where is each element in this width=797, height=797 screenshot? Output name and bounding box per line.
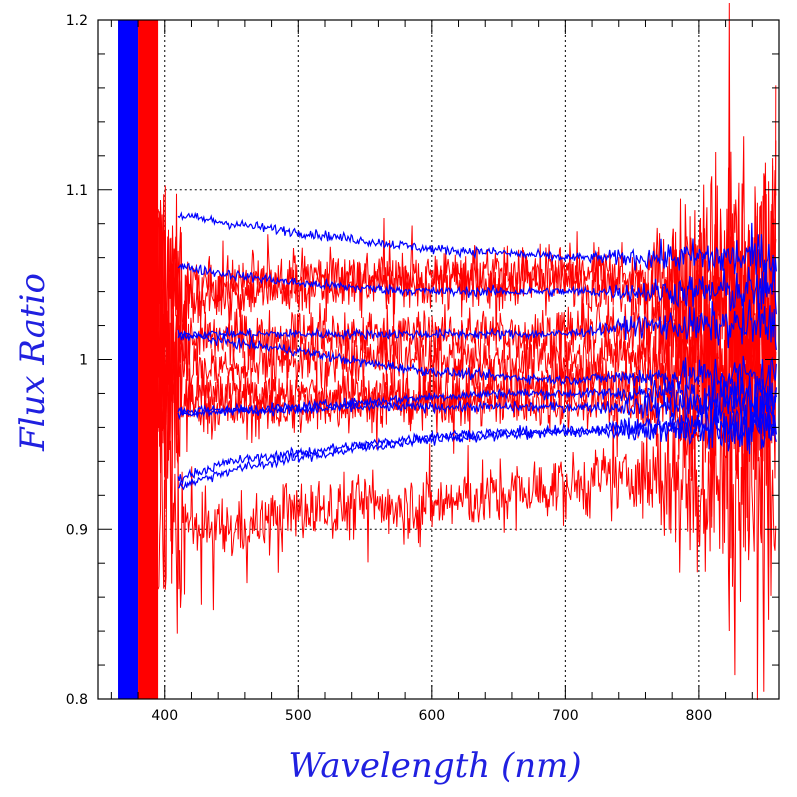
y-tick-label-2: 1 [79, 353, 88, 369]
blue-series-line-7 [177, 400, 777, 491]
y-tick-labels: 0.8 0.9 1 1.1 1.2 [66, 13, 88, 708]
axis-ticks [98, 19, 779, 700]
x-tick-label-500: 500 [285, 708, 312, 724]
red-series-line-3 [157, 165, 777, 493]
y-tick-label-0: 0.8 [66, 692, 88, 708]
blue-series-line-1 [177, 262, 777, 315]
x-tick-labels: 400 500 600 700 800 [151, 708, 712, 724]
x-tick-label-800: 800 [686, 708, 713, 724]
y-tick-label-4: 1.2 [66, 13, 88, 29]
y-tick-label-3: 1.1 [66, 183, 88, 199]
x-tick-label-700: 700 [552, 708, 579, 724]
saturated-blue-band [118, 20, 139, 699]
y-tick-label-1: 0.9 [66, 522, 88, 538]
saturated-bands [118, 20, 159, 699]
blue-series-line-2 [177, 299, 777, 350]
blue-series-line-4 [177, 369, 777, 426]
grid-lines [164, 20, 700, 699]
blue-series-line-3 [177, 329, 777, 394]
x-axis-title: Wavelength (nm) [288, 746, 581, 786]
blue-series-line-0 [177, 211, 777, 294]
blue-series-line-5 [177, 379, 777, 430]
x-tick-label-400: 400 [151, 708, 178, 724]
red-series-line-2 [157, 85, 777, 509]
red-series-line-6 [157, 286, 777, 701]
y-axis-title: Flux Ratio [13, 273, 53, 452]
blue-series-group [177, 211, 777, 491]
saturated-red-band [138, 20, 159, 699]
x-tick-label-600: 600 [418, 708, 445, 724]
